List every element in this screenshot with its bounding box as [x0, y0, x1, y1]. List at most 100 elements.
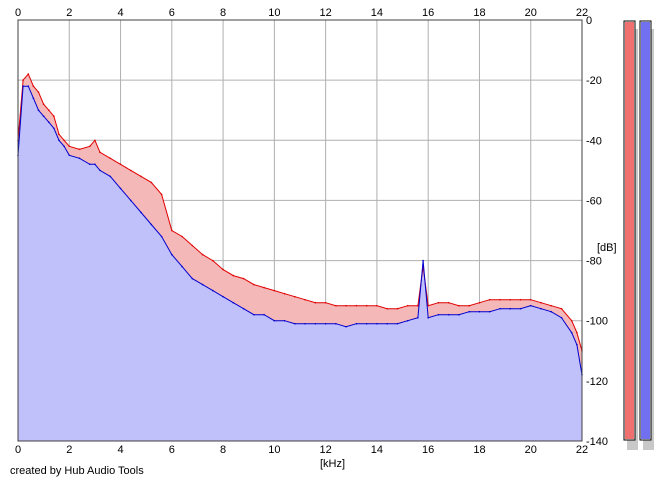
series-1-point-37	[335, 322, 337, 325]
x-tick-labels-bottom: 0 2 4 6 8 10 12 14 16 18 20 22	[15, 444, 588, 456]
series-0-point-60	[560, 307, 563, 310]
series-0-point-12	[89, 145, 91, 148]
series-1-point-39	[355, 322, 358, 325]
series-0-point-47	[427, 304, 430, 307]
x-axis-label: [kHz]	[320, 458, 345, 470]
series-0-point-39	[355, 304, 358, 307]
x-tick-label-bottom-9: 18	[473, 444, 485, 456]
series-1-point-42	[386, 322, 389, 325]
series-0-point-11	[78, 148, 81, 151]
series-1-point-55	[509, 307, 512, 310]
x-tick-label-bottom-11: 22	[576, 444, 588, 456]
series-1-point-28	[242, 307, 245, 310]
x-tick-label-top-9: 18	[473, 7, 485, 19]
x-tick-label-top-4: 8	[220, 7, 226, 19]
series-0-point-57	[529, 298, 532, 301]
x-tick-label-bottom-6: 12	[320, 444, 332, 456]
series-0-point-23	[191, 244, 194, 247]
series-0-point-55	[509, 298, 512, 301]
series-0-point-9	[63, 139, 65, 142]
series-1-point-41	[376, 322, 378, 325]
series-1-point-23	[191, 277, 194, 280]
x-tick-label-top-0: 0	[15, 7, 21, 19]
series-0-point-8	[58, 133, 60, 136]
series-0-point-10	[68, 145, 71, 148]
series-0-point-5	[42, 103, 45, 105]
series-0-point-35	[314, 301, 317, 304]
series-1-point-29	[253, 313, 255, 316]
series-0-point-53	[488, 298, 491, 301]
series-0-point-27	[232, 274, 235, 277]
x-tick-label-top-3: 6	[169, 7, 175, 19]
series-1-point-9	[63, 145, 65, 148]
x-tick-label-top-8: 16	[422, 7, 434, 19]
series-1-point-1	[22, 85, 24, 87]
series-1-point-24	[201, 283, 204, 286]
series-0-point-6	[48, 109, 50, 111]
series-0-line	[17, 73, 583, 351]
series-0-point-50	[458, 304, 460, 307]
series-0-point-20	[160, 193, 163, 196]
series-1-point-10	[68, 154, 71, 157]
series-0-point-36	[324, 301, 327, 304]
series-1-point-14	[99, 169, 101, 172]
series-1-point-52	[478, 310, 481, 313]
series-0-point-22	[181, 235, 183, 238]
series-1-point-54	[499, 307, 501, 310]
x-tick-label-bottom-8: 16	[422, 444, 434, 456]
series-0-point-43	[396, 307, 399, 310]
y-tick-label-5: -100	[586, 316, 608, 328]
series-0-point-19	[150, 181, 153, 184]
series-0-point-51	[468, 304, 471, 307]
series-1-point-21	[171, 253, 173, 256]
x-tick-label-bottom-3: 6	[169, 444, 175, 456]
series-0-point-13	[94, 139, 96, 142]
series-1-point-43	[396, 322, 399, 325]
series-0-point-18	[140, 175, 142, 178]
credit-text: created by Hub Audio Tools	[10, 465, 144, 477]
series-0-point-40	[365, 304, 368, 307]
series-0-point-4	[37, 91, 40, 93]
series-0-point-59	[550, 304, 552, 307]
series-1-point-48	[437, 313, 440, 316]
series-0-point-2	[27, 73, 30, 75]
series-1-point-45	[417, 316, 419, 319]
y-axis-label: [dB]	[597, 242, 617, 254]
series-1-point-49	[447, 313, 450, 316]
series-1-point-11	[78, 157, 81, 160]
series-0-point-3	[32, 85, 35, 87]
series-1-point-2	[27, 85, 30, 87]
series-0-point-45	[417, 304, 419, 307]
meter-0-fill	[625, 22, 634, 439]
x-tick-label-bottom-10: 20	[525, 444, 537, 456]
series-1-point-19	[150, 223, 153, 226]
series-1-point-50	[458, 313, 460, 316]
series-0-point-34	[304, 298, 306, 301]
series-1-point-26	[222, 295, 224, 298]
series-1-point-3	[32, 97, 35, 99]
series-0-point-16	[119, 163, 122, 166]
series-1-point-31	[273, 319, 276, 322]
series-1-point-40	[365, 322, 368, 325]
x-tick-label-bottom-0: 0	[15, 444, 21, 456]
series-1-point-16	[119, 187, 122, 190]
series-1-point-18	[140, 211, 142, 214]
series-1-point-62	[576, 344, 578, 346]
series-1-point-34	[304, 322, 306, 325]
series-1-point-59	[550, 310, 552, 313]
series-0-point-37	[335, 304, 337, 307]
series-1-point-61	[570, 331, 573, 334]
series-1-point-12	[89, 163, 91, 166]
series-1-point-22	[181, 265, 183, 268]
x-tick-label-bottom-4: 8	[220, 444, 226, 456]
x-tick-label-bottom-1: 2	[66, 444, 72, 456]
y-tick-label-6: -120	[586, 376, 608, 388]
level-meters	[623, 20, 654, 450]
series-0-point-28	[242, 277, 245, 280]
series-1-point-44	[406, 319, 409, 322]
series-0-point-26	[222, 268, 224, 271]
x-tick-label-top-7: 14	[371, 7, 383, 19]
series-1-point-6	[48, 121, 50, 123]
